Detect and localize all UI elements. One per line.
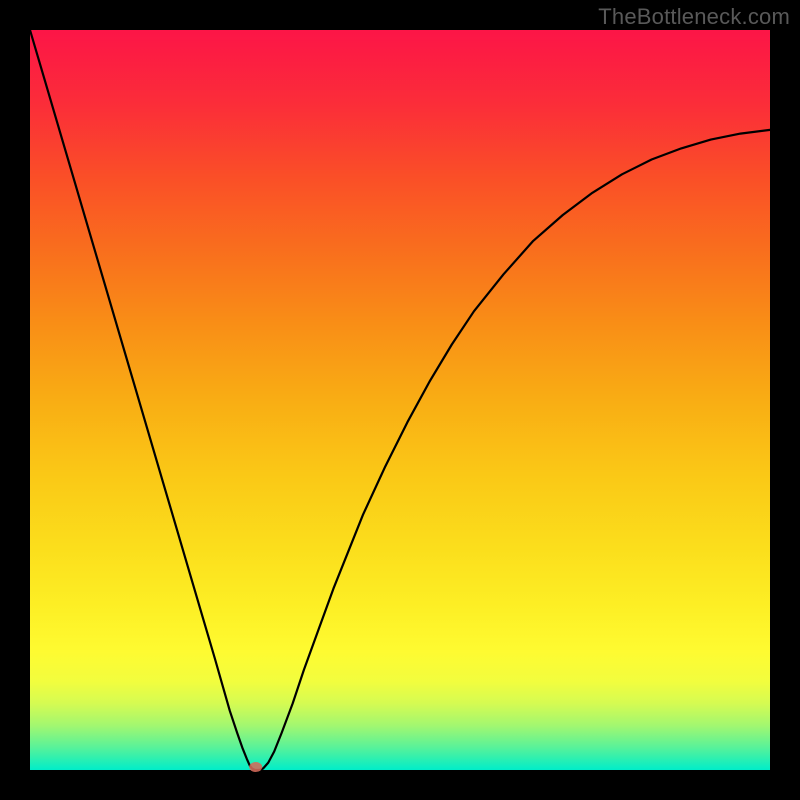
optimum-marker <box>249 762 262 772</box>
chart-container: TheBottleneck.com <box>0 0 800 800</box>
chart-svg <box>0 0 800 800</box>
plot-background <box>30 30 770 770</box>
